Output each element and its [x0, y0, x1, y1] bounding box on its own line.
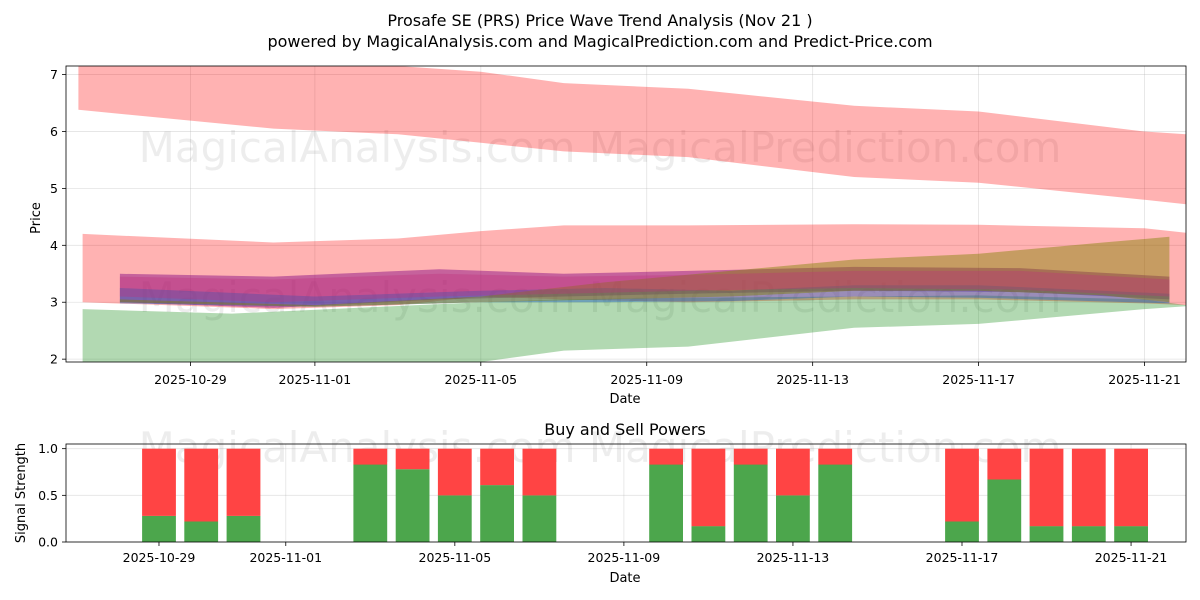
signal-plot-frame — [65, 443, 1187, 543]
sell-bar — [142, 448, 176, 516]
sell-bar — [437, 448, 472, 496]
buy-bar — [142, 515, 176, 542]
price-y-tick-label: 7 — [50, 67, 58, 82]
signal-x-tick-label: 2025-11-17 — [926, 550, 999, 565]
price-x-tick-label: 2025-11-13 — [776, 372, 849, 387]
buy-bar — [818, 464, 853, 542]
price-axes: 2025-10-29 2025-11-01 2025-11-05 2025-11-09… — [50, 65, 1187, 387]
sell-bar — [818, 448, 853, 465]
band-wave-blue — [119, 285, 1170, 307]
band-upper-band — [78, 66, 1186, 205]
sell-bar — [395, 448, 430, 470]
band-wave-magenta — [119, 270, 1170, 303]
signal-x-tick-label: 2025-11-13 — [757, 550, 830, 565]
band-wave-purple — [119, 266, 1170, 308]
price-y-axis-label: Price — [29, 202, 44, 234]
price-y-tick-label: 4 — [50, 238, 58, 253]
sell-bar — [987, 448, 1022, 480]
buy-bar — [395, 469, 430, 542]
signal-y-axis-label: Signal Strength — [14, 443, 29, 543]
price-y-tick-label: 6 — [50, 124, 58, 139]
signal-watermark-text: MagicalAnalysis.com MagicalPrediction.co… — [139, 423, 1062, 472]
buy-bar — [1071, 526, 1106, 542]
buy-bar — [1029, 526, 1064, 542]
sell-bar — [1029, 448, 1064, 527]
price-watermark-text: MagicalAnalysis.com MagicalPrediction.co… — [139, 123, 1062, 172]
price-x-tick-label: 2025-11-21 — [1108, 372, 1181, 387]
sell-bar — [522, 448, 557, 496]
signal-y-tick-label: 1.0 — [38, 441, 58, 456]
buy-bar — [353, 464, 388, 542]
signal-bars — [142, 448, 1148, 542]
sell-bar — [649, 448, 683, 465]
sell-bar — [945, 448, 979, 522]
signal-chart-title: Buy and Sell Powers — [544, 420, 706, 439]
buy-bar — [733, 464, 768, 542]
buy-bar — [691, 526, 726, 542]
price-grid — [66, 66, 1186, 362]
chart-subtitle: powered by MagicalAnalysis.com and Magic… — [267, 32, 932, 51]
buy-bar — [649, 464, 683, 542]
sell-bar — [1114, 448, 1148, 527]
price-x-axis-label: Date — [609, 392, 640, 407]
price-plot-frame — [65, 65, 1187, 363]
buy-bar — [776, 495, 810, 542]
signal-x-axis-label: Date — [609, 571, 640, 586]
price-x-tick-label: 2025-10-29 — [154, 372, 227, 387]
buy-bar — [480, 485, 514, 542]
signal-x-tick-label: 2025-11-01 — [249, 550, 322, 565]
sell-bar — [1071, 448, 1106, 527]
sell-bar — [480, 448, 514, 486]
buy-bar — [522, 495, 557, 542]
buy-bar — [945, 521, 979, 542]
price-y-tick-label: 5 — [50, 181, 58, 196]
chart-title: Prosafe SE (PRS) Price Wave Trend Analys… — [387, 11, 812, 30]
signal-x-tick-label: 2025-10-29 — [123, 550, 196, 565]
signal-watermark: MagicalAnalysis.com MagicalPrediction.co… — [139, 423, 1062, 472]
band-wave-olive — [119, 236, 1170, 307]
band-middle-band — [82, 224, 1186, 310]
signal-y-tick-label: 0.0 — [38, 535, 58, 550]
sell-bar — [226, 448, 261, 516]
band-lower-band — [82, 295, 1186, 362]
price-watermark: MagicalAnalysis.com MagicalPrediction.co… — [139, 123, 1062, 322]
buy-bar — [987, 479, 1022, 542]
price-y-tick-label: 2 — [50, 352, 58, 367]
buy-bar — [437, 495, 472, 542]
signal-x-tick-label: 2025-11-09 — [588, 550, 661, 565]
sell-bar — [184, 448, 219, 522]
sell-bar — [776, 448, 810, 496]
price-x-tick-label: 2025-11-05 — [444, 372, 517, 387]
sell-bar — [733, 448, 768, 465]
buy-bar — [184, 521, 219, 542]
signal-x-tick-label: 2025-11-21 — [1095, 550, 1168, 565]
price-series — [78, 66, 1186, 362]
price-y-tick-label: 3 — [50, 295, 58, 310]
buy-bar — [226, 515, 261, 542]
signal-chart: Buy and Sell Powers MagicalAnalysis.com … — [14, 420, 1187, 586]
buy-bar — [1114, 526, 1148, 542]
price-x-tick-label: 2025-11-01 — [279, 372, 352, 387]
price-watermark-text-lower: MagicalAnalysis.com MagicalPrediction.co… — [139, 273, 1062, 322]
price-x-tick-label: 2025-11-17 — [942, 372, 1015, 387]
sell-bar — [353, 448, 388, 465]
price-chart: MagicalAnalysis.com MagicalPrediction.co… — [29, 65, 1187, 407]
sell-bar — [691, 448, 726, 527]
signal-axes: 2025-10-29 2025-11-01 2025-11-05 2025-11-09… — [38, 441, 1187, 565]
signal-x-tick-label: 2025-11-05 — [419, 550, 492, 565]
price-x-tick-label: 2025-11-09 — [610, 372, 683, 387]
signal-y-tick-label: 0.5 — [38, 488, 58, 503]
